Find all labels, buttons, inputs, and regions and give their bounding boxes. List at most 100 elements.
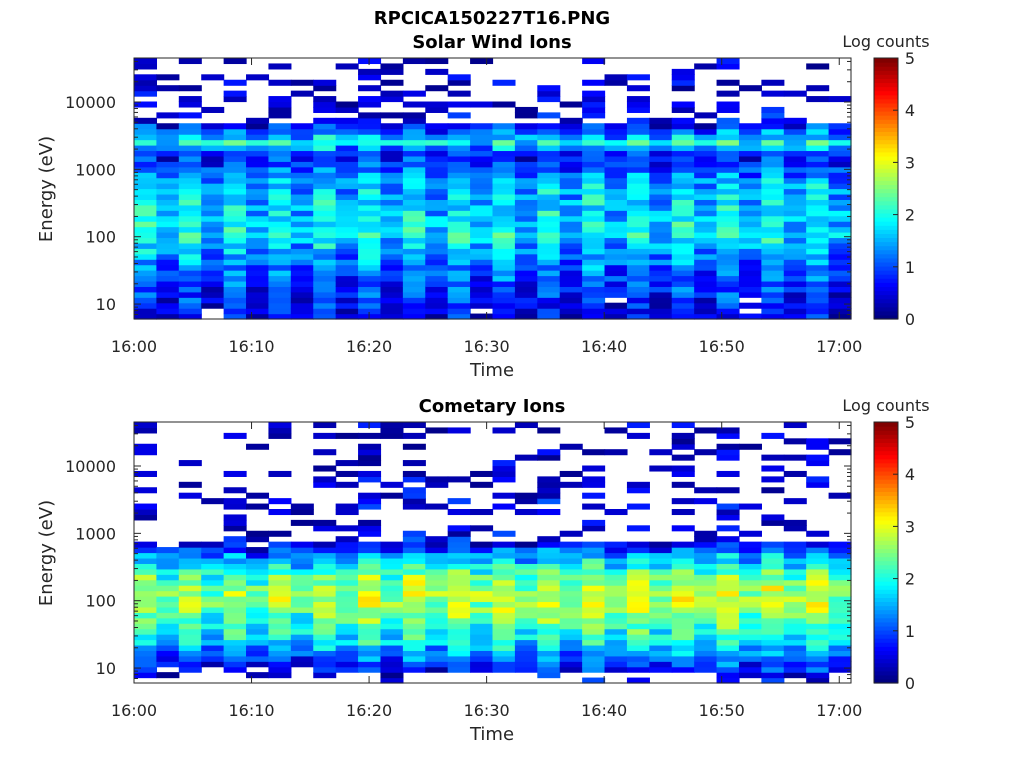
heatmap-cell: [783, 644, 807, 651]
heatmap-cell: [806, 563, 830, 570]
heatmap-cell: [761, 568, 785, 575]
heatmap-cell: [268, 672, 292, 679]
heatmap-cell: [447, 476, 471, 483]
heatmap-cell: [380, 63, 404, 70]
heatmap-cell: [604, 574, 628, 581]
heatmap-cell: [828, 606, 852, 613]
heatmap-cell: [738, 161, 762, 168]
heatmap-cell: [134, 449, 158, 456]
colorbar-swatch: [874, 621, 898, 627]
heatmap-cell: [470, 470, 494, 477]
heatmap-cell: [514, 302, 538, 309]
heatmap-cell: [335, 161, 359, 168]
heatmap-cell: [335, 601, 359, 608]
heatmap-cell: [380, 308, 404, 315]
colorbar-swatch: [874, 86, 898, 92]
heatmap-cell: [694, 449, 718, 456]
heatmap-cell: [156, 552, 180, 559]
heatmap-cell: [223, 514, 247, 521]
heatmap-cell: [268, 96, 292, 103]
heatmap-cell: [470, 563, 494, 570]
heatmap-cell: [380, 596, 404, 603]
colorbar-swatch: [874, 454, 898, 460]
heatmap-cell: [626, 297, 650, 304]
colorbar-frame: [873, 421, 899, 684]
heatmap-cell: [694, 585, 718, 592]
heatmap-cell: [806, 454, 830, 461]
colorbar-swatch: [874, 450, 898, 456]
heatmap-cell: [380, 650, 404, 657]
heatmap-cell: [156, 286, 180, 293]
heatmap-cell: [268, 432, 292, 439]
heatmap-cell: [828, 139, 852, 146]
heatmap-cell: [223, 177, 247, 184]
heatmap-cell: [290, 253, 314, 260]
heatmap-cell: [223, 286, 247, 293]
heatmap-cell: [514, 568, 538, 575]
heatmap-cell: [178, 601, 202, 608]
heatmap-cell: [694, 313, 718, 320]
heatmap-cell: [671, 226, 695, 233]
heatmap-cell: [783, 259, 807, 266]
heatmap-cell: [492, 634, 516, 641]
colorbar-swatch: [874, 556, 898, 562]
heatmap-cell: [559, 623, 583, 630]
heatmap-cell: [694, 487, 718, 494]
heatmap-cell: [649, 291, 673, 298]
heatmap-solar-wind: [134, 58, 852, 320]
heatmap-cell: [604, 150, 628, 157]
heatmap-cell: [425, 563, 449, 570]
heatmap-cell: [582, 606, 606, 613]
colorbar-swatch: [874, 572, 898, 578]
heatmap-cell: [738, 541, 762, 548]
heatmap-cell: [694, 237, 718, 244]
heatmap-cell: [470, 123, 494, 130]
heatmap-cell: [582, 623, 606, 630]
heatmap-cell: [335, 264, 359, 271]
heatmap-cell: [156, 215, 180, 222]
heatmap-cell: [626, 617, 650, 624]
heatmap-cell: [223, 661, 247, 668]
heatmap-cell: [447, 313, 471, 320]
heatmap-cell: [671, 574, 695, 581]
heatmap-cell: [134, 90, 158, 97]
heatmap-cell: [828, 492, 852, 499]
heatmap-cell: [290, 547, 314, 554]
heatmap-cell: [313, 139, 337, 146]
heatmap-cell: [828, 155, 852, 162]
heatmap-cell: [223, 470, 247, 477]
heatmap-cell: [537, 650, 561, 657]
heatmap-cell: [806, 308, 830, 315]
heatmap-cell: [716, 427, 740, 434]
heatmap-cell: [223, 270, 247, 277]
heatmap-cell: [447, 590, 471, 597]
heatmap-cell: [514, 644, 538, 651]
panel-cometary: Cometary Ions 16:00 16:10 16:20 16:30 16:40 1…: [36, 396, 930, 745]
heatmap-cell: [738, 552, 762, 559]
colorbar-swatch: [874, 568, 898, 574]
heatmap-cell: [492, 101, 516, 108]
heatmap-cell: [178, 585, 202, 592]
heatmap-cell: [806, 210, 830, 217]
heatmap-cell: [716, 617, 740, 624]
heatmap-cell: [559, 617, 583, 624]
heatmap-cell: [290, 286, 314, 293]
heatmap-cell: [335, 199, 359, 206]
heatmap-cell: [425, 585, 449, 592]
heatmap-cell: [268, 552, 292, 559]
heatmap-cell: [626, 183, 650, 190]
heatmap-cell: [828, 204, 852, 211]
heatmap-cell: [738, 601, 762, 608]
heatmap-cell: [358, 574, 382, 581]
heatmap-cell: [425, 226, 449, 233]
heatmap-cell: [335, 596, 359, 603]
heatmap-cell: [290, 172, 314, 179]
heatmap-cell: [806, 634, 830, 641]
heatmap-cell: [358, 308, 382, 315]
heatmap-cell: [246, 655, 270, 662]
heatmap-cell: [223, 574, 247, 581]
heatmap-cell: [268, 427, 292, 434]
heatmap-cell: [537, 563, 561, 570]
heatmap-cell: [156, 123, 180, 130]
heatmap-cell: [649, 623, 673, 630]
